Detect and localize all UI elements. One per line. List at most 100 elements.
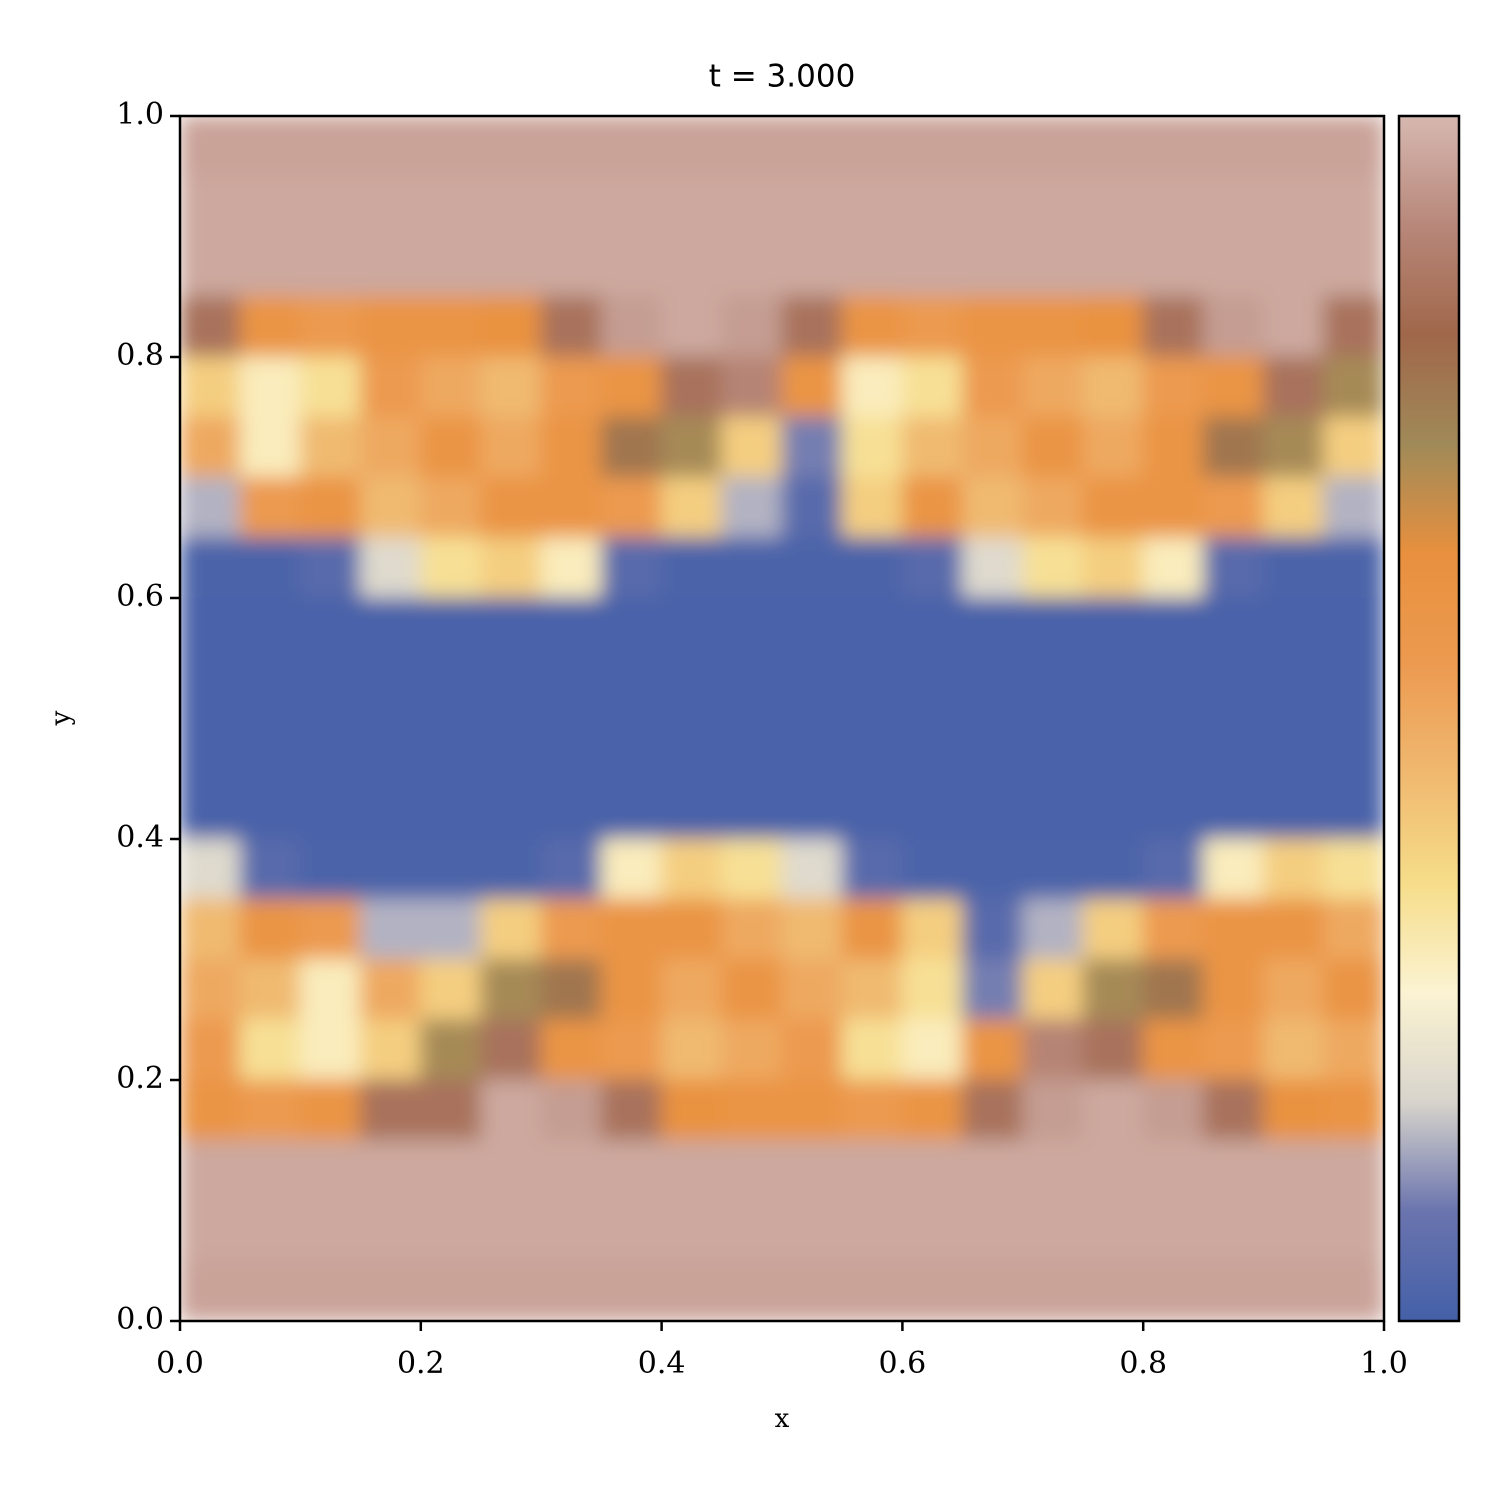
- heat-cell: [480, 597, 542, 659]
- heat-cell: [360, 477, 422, 539]
- heat-cell: [360, 416, 422, 478]
- heat-cell: [1202, 898, 1265, 960]
- heat-cell: [781, 296, 843, 358]
- heat-cell: [1202, 236, 1265, 298]
- heat-cell: [1202, 1200, 1265, 1262]
- heat-cell: [1323, 1260, 1384, 1321]
- heat-cell: [661, 296, 723, 358]
- heat-cell: [841, 1139, 903, 1201]
- heat-cell: [781, 356, 843, 418]
- heat-cell: [661, 236, 723, 298]
- heat-cell: [1323, 236, 1384, 298]
- heat-cell: [180, 1079, 241, 1141]
- heat-cell: [901, 778, 964, 840]
- heat-cell: [661, 838, 723, 900]
- heat-cell: [420, 959, 482, 1021]
- heat-cell: [901, 597, 964, 659]
- heat-cell: [1022, 236, 1084, 298]
- heat-cell: [1082, 1260, 1144, 1321]
- y-tick-label: 0.8: [116, 338, 164, 373]
- heat-cell: [1022, 778, 1084, 840]
- heat-cell: [480, 116, 542, 177]
- heat-cell: [721, 959, 783, 1021]
- heat-cell: [180, 236, 241, 298]
- heat-cell: [1263, 1139, 1325, 1201]
- heat-cell: [1142, 1019, 1204, 1081]
- heat-cell: [721, 1019, 783, 1081]
- heat-cell: [781, 1079, 843, 1141]
- heat-cell: [239, 1079, 301, 1141]
- heat-cell: [299, 356, 362, 418]
- heat-cell: [901, 1139, 964, 1201]
- heat-cell: [299, 778, 362, 840]
- heat-cell: [600, 356, 663, 418]
- heat-cell: [661, 898, 723, 960]
- heat-cell: [540, 296, 602, 358]
- heat-cell: [1142, 236, 1204, 298]
- heat-cell: [540, 959, 602, 1021]
- heat-cell: [540, 236, 602, 298]
- heat-cell: [420, 1079, 482, 1141]
- heat-cell: [1142, 1200, 1204, 1262]
- heat-cell: [239, 838, 301, 900]
- heat-cell: [1142, 537, 1204, 599]
- heat-cell: [841, 175, 903, 237]
- heat-cell: [1142, 356, 1204, 418]
- heat-cell: [1263, 1079, 1325, 1141]
- heat-cell: [180, 718, 241, 780]
- heat-cell: [1323, 1019, 1384, 1081]
- heat-cell: [781, 898, 843, 960]
- heat-cell: [661, 1200, 723, 1262]
- heat-cell: [841, 898, 903, 960]
- heat-cell: [841, 236, 903, 298]
- heat-cell: [540, 1200, 602, 1262]
- heat-cell: [600, 116, 663, 177]
- heat-cell: [721, 175, 783, 237]
- heat-cell: [1082, 416, 1144, 478]
- heat-cell: [1323, 537, 1384, 599]
- heat-cell: [420, 1139, 482, 1201]
- heat-cell: [1202, 116, 1265, 177]
- heat-cell: [781, 416, 843, 478]
- heat-cell: [721, 1079, 783, 1141]
- heat-cell: [1202, 657, 1265, 719]
- heat-cell: [1202, 1019, 1265, 1081]
- heat-cell: [962, 537, 1024, 599]
- x-tick-label: 0.8: [1119, 1346, 1167, 1381]
- heat-cell: [600, 1139, 663, 1201]
- heat-cell: [1142, 1139, 1204, 1201]
- heat-cell: [239, 657, 301, 719]
- heat-cell: [540, 718, 602, 780]
- heat-cell: [1323, 718, 1384, 780]
- heat-cell: [1022, 1019, 1084, 1081]
- heat-cell: [721, 838, 783, 900]
- heat-cell: [962, 1200, 1024, 1262]
- x-tick-label: 0.6: [879, 1346, 927, 1381]
- heat-cell: [540, 116, 602, 177]
- heat-cell: [600, 1260, 663, 1321]
- heat-cell: [180, 116, 241, 177]
- heat-cell: [180, 175, 241, 237]
- heat-cell: [721, 718, 783, 780]
- heat-cell: [1263, 959, 1325, 1021]
- heat-cell: [1142, 116, 1204, 177]
- heat-cell: [600, 1200, 663, 1262]
- heat-cell: [180, 1019, 241, 1081]
- heat-cell: [1082, 356, 1144, 418]
- heat-cell: [1323, 356, 1384, 418]
- heat-cell: [841, 657, 903, 719]
- heat-cell: [841, 597, 903, 659]
- heat-cell: [841, 116, 903, 177]
- field: [180, 116, 1384, 1321]
- heat-cell: [600, 778, 663, 840]
- heat-cell: [420, 1019, 482, 1081]
- heat-cell: [540, 657, 602, 719]
- heat-cell: [480, 898, 542, 960]
- heat-cell: [360, 1139, 422, 1201]
- heat-cell: [841, 477, 903, 539]
- heat-cell: [299, 537, 362, 599]
- heat-cell: [962, 1139, 1024, 1201]
- heat-cell: [540, 537, 602, 599]
- heat-cell: [239, 236, 301, 298]
- heat-cell: [360, 1260, 422, 1321]
